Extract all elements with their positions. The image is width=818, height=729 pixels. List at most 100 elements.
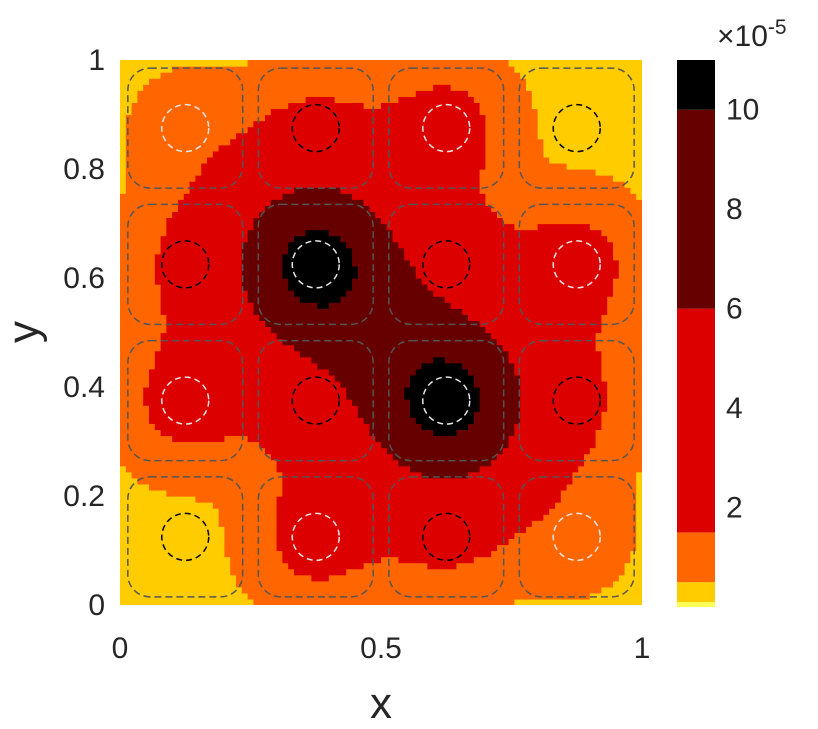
contour-cell — [305, 290, 312, 297]
contour-cell — [410, 550, 417, 558]
contour-cell — [195, 471, 202, 479]
contour-cell — [421, 290, 428, 297]
contour-cell — [201, 187, 208, 194]
contour-cell — [143, 459, 150, 467]
contour-cell — [195, 162, 202, 170]
contour-cell — [143, 374, 150, 382]
contour-cell — [218, 302, 225, 309]
contour-cell — [154, 489, 162, 497]
contour-cell — [340, 544, 347, 552]
contour-cell — [120, 332, 127, 340]
contour-cell — [294, 562, 301, 570]
contour-cell — [120, 144, 127, 152]
contour-cell — [433, 296, 440, 303]
contour-cell — [160, 162, 167, 170]
contour-cell — [311, 411, 318, 418]
contour-cell — [166, 586, 173, 594]
contour-cell — [334, 508, 341, 515]
contour-cell — [346, 199, 353, 206]
contour-cell — [352, 489, 359, 497]
contour-cell — [340, 453, 347, 461]
contour-cell — [369, 429, 376, 437]
contour-cell — [334, 217, 341, 225]
contour-cell — [143, 66, 150, 73]
contour-cell — [131, 156, 138, 164]
contour-cell — [282, 120, 289, 128]
contour-cell — [236, 471, 243, 479]
contour-cell — [392, 471, 399, 479]
contour-cell — [265, 156, 272, 164]
contour-cell — [433, 598, 440, 605]
contour-cell — [120, 108, 127, 116]
contour-cell — [265, 526, 272, 533]
contour-cell — [392, 296, 399, 303]
contour-cell — [259, 132, 266, 140]
contour-cell — [328, 356, 336, 364]
contour-cell — [201, 435, 208, 443]
contour-cell — [120, 211, 127, 219]
contour-cell — [328, 120, 336, 128]
contour-cell — [288, 568, 295, 576]
contour-cell — [189, 181, 196, 188]
contour-cell — [427, 199, 434, 206]
contour-cell — [381, 187, 388, 194]
contour-cell — [183, 247, 191, 255]
contour-cell — [375, 108, 382, 116]
contour-cell — [410, 247, 417, 255]
contour-cell — [166, 483, 173, 491]
contour-cell — [207, 162, 214, 170]
contour-cell — [253, 344, 260, 352]
contour-cell — [410, 592, 417, 600]
contour-cell — [195, 205, 202, 212]
contour-cell — [120, 514, 127, 521]
contour-cell — [363, 229, 370, 237]
contour-cell — [404, 90, 411, 97]
contour-cell — [265, 435, 272, 443]
contour-cell — [299, 114, 307, 122]
contour-cell — [276, 405, 283, 412]
contour-cell — [265, 465, 272, 473]
contour-cell — [230, 399, 237, 406]
contour-cell — [236, 169, 243, 176]
contour-cell — [392, 217, 399, 225]
contour-cell — [357, 580, 365, 588]
contour-cell — [363, 181, 370, 188]
contour-cell — [259, 405, 266, 412]
contour-cell — [323, 526, 330, 533]
contour-cell — [247, 253, 254, 261]
contour-cell — [166, 314, 173, 321]
contour-cell — [433, 393, 440, 400]
contour-cell — [166, 96, 173, 103]
contour-cell — [247, 344, 254, 352]
contour-cell — [305, 435, 312, 443]
contour-cell — [386, 447, 394, 455]
contour-cell — [137, 435, 144, 443]
contour-cell — [346, 435, 353, 443]
contour-cell — [299, 332, 307, 340]
contour-cell — [346, 568, 353, 576]
contour-cell — [178, 217, 185, 225]
contour-cell — [247, 314, 254, 321]
contour-cell — [439, 526, 446, 533]
contour-cell — [433, 502, 440, 509]
contour-cell — [241, 126, 249, 134]
contour-cell — [346, 532, 353, 539]
contour-cell — [183, 120, 191, 128]
contour-cell — [311, 278, 318, 285]
contour-cell — [357, 302, 365, 309]
contour-cell — [137, 550, 144, 558]
contour-cell — [265, 187, 272, 194]
contour-cell — [259, 320, 266, 328]
contour-cell — [276, 411, 283, 418]
contour-cell — [294, 302, 301, 309]
contour-cell — [183, 302, 191, 309]
contour-cell — [265, 108, 272, 116]
contour-cell — [352, 72, 359, 79]
contour-cell — [375, 502, 382, 509]
contour-cell — [166, 90, 173, 97]
contour-cell — [137, 465, 144, 473]
contour-cell — [392, 338, 399, 346]
contour-cell — [207, 483, 214, 491]
contour-cell — [375, 229, 382, 237]
contour-cell — [404, 308, 411, 315]
